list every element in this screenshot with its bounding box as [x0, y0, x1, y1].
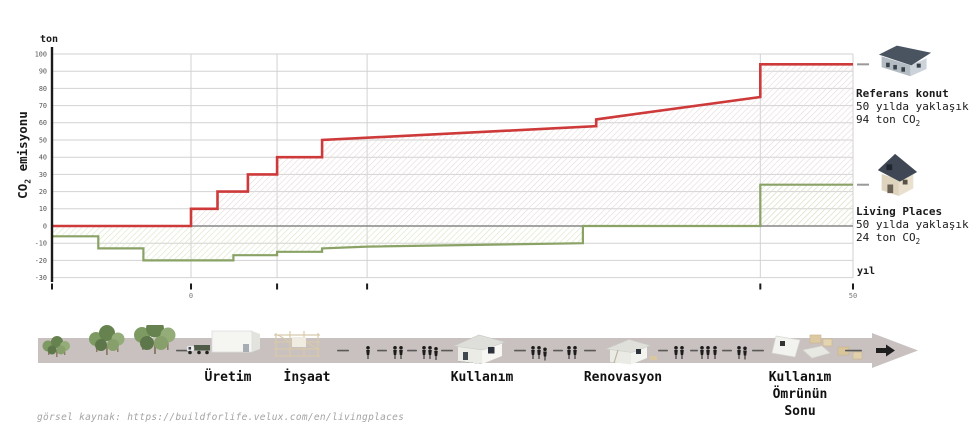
stage-label-kullanim-omrunun-sonu: Kullanım Ömrünün Sonu	[768, 370, 832, 419]
referans-konut-house-icon	[878, 45, 932, 77]
source-caption: görsel kaynak: https://buildforlife.velu…	[37, 412, 405, 423]
svg-text:50: 50	[849, 292, 857, 300]
svg-text:30: 30	[39, 171, 47, 179]
y-axis-title-text: CO	[15, 183, 30, 199]
living-places-house-icon	[877, 153, 918, 196]
people-icon	[514, 346, 596, 361]
line-referans-konut	[52, 63, 853, 228]
legend-amount-sub: 2	[915, 237, 921, 247]
stage-label-renovasyon: Renovasyon	[583, 370, 663, 385]
legend-amount-text: 94 ton CO	[856, 113, 916, 126]
svg-text:80: 80	[39, 85, 47, 93]
factory-icon	[211, 330, 260, 353]
svg-text:20: 20	[39, 188, 47, 196]
emissions-chart: -30 -20 -10 0 10 20 30 40 50 60 70 80 90 100 0 50	[35, 47, 869, 300]
y-axis-unit-label: ton	[40, 34, 59, 45]
legend-living-places: Living Places 50 yılda yaklaşık 24 ton C…	[856, 148, 980, 248]
lifecycle-timeline	[38, 325, 918, 368]
y-axis-title: CO2 emisyonu	[15, 80, 33, 230]
area-referans-konut	[52, 64, 853, 226]
legend-subtext: 50 yılda yaklaşık	[856, 100, 969, 113]
recycle-arrow-icon	[876, 344, 895, 357]
svg-text:0: 0	[43, 222, 47, 230]
svg-text:50: 50	[39, 136, 47, 144]
line-living-places	[52, 183, 853, 262]
area-living-places	[52, 184, 853, 261]
scaffolding-icon	[274, 331, 320, 357]
y-axis-title-sub: 2	[23, 178, 33, 184]
svg-text:0: 0	[189, 292, 193, 300]
deconstruction-icon	[771, 334, 895, 360]
trees-icon	[42, 325, 176, 357]
x-axis-unit-label: yıl	[857, 266, 876, 277]
legend-amount: 24 ton CO2	[856, 231, 980, 248]
y-axis-title-rest: emisyonu	[15, 111, 30, 179]
svg-text:-30: -30	[35, 274, 47, 282]
stage-label-uretim: Üretim	[204, 370, 252, 385]
stage-label-insaat: İnşaat	[283, 370, 331, 385]
svg-text:-10: -10	[35, 240, 47, 248]
series-areas	[52, 64, 853, 261]
svg-text:10: 10	[39, 205, 47, 213]
legend-amount: 94 ton CO2	[856, 113, 980, 130]
legend-name: Referans konut	[856, 87, 949, 100]
legend-amount-sub: 2	[915, 119, 921, 129]
legend-name: Living Places	[856, 205, 943, 218]
svg-text:-20: -20	[35, 257, 47, 265]
truck-icon	[186, 345, 210, 355]
svg-text:90: 90	[39, 68, 47, 76]
stage-label-kullanim: Kullanım	[450, 370, 514, 385]
people-icon	[658, 346, 764, 360]
renovasyon-house-icon	[604, 339, 657, 365]
people-icon	[337, 346, 453, 360]
svg-text:40: 40	[39, 154, 47, 162]
series-lines	[52, 63, 869, 262]
timeline-dash	[176, 349, 189, 352]
legend-referans-konut: Referans konut 50 yılda yaklaşık 94 ton …	[856, 40, 980, 130]
legend-amount-text: 24 ton CO	[856, 231, 916, 244]
svg-text:100: 100	[35, 50, 47, 58]
legend-subtext: 50 yılda yaklaşık	[856, 218, 969, 231]
svg-text:70: 70	[39, 102, 47, 110]
axis-tick-labels: -30 -20 -10 0 10 20 30 40 50 60 70 80 90 100 0 50	[35, 50, 858, 300]
svg-text:60: 60	[39, 119, 47, 127]
kullanim-house-icon	[452, 334, 506, 364]
